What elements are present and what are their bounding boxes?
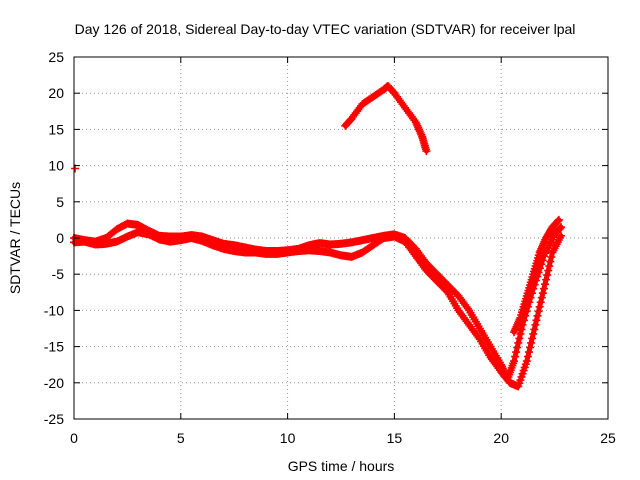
marker-trace-a-46-6	[555, 224, 564, 233]
marker-trace-b-43-6	[529, 329, 538, 338]
marker-trace-b-45-3	[543, 271, 552, 280]
marker-trace-b-45-7	[547, 253, 556, 262]
marker-trace-c-8-1	[412, 119, 421, 128]
y-tick-label-0: -25	[44, 411, 64, 427]
marker-trace-b-43-5	[528, 334, 537, 343]
series-trace-b-line	[71, 229, 564, 389]
y-tick-label-9: 20	[48, 85, 64, 101]
marker-trace-b-44-0	[531, 320, 540, 329]
y-tick-label-10: 25	[48, 49, 64, 65]
marker-trace-b-43-7	[530, 325, 539, 334]
marker-trace-b-43-3	[526, 343, 535, 352]
marker-trace-c-8-3	[414, 123, 423, 132]
y-axis-label: SDTVAR / TECUs	[7, 182, 23, 294]
marker-trace-d-6-7	[554, 216, 563, 225]
marker-trace-d-0-1	[510, 326, 519, 335]
x-tick-label-1: 5	[177, 430, 185, 446]
marker-trace-d-0-2	[511, 324, 520, 333]
marker-trace-a-42-5	[515, 334, 524, 343]
marker-trace-d-4-1	[536, 246, 545, 255]
marker-trace-b-44-4	[535, 302, 544, 311]
marker-trace-b-43-4	[527, 338, 536, 347]
marker-trace-c-10-0	[422, 147, 431, 156]
y-tick-label-6: 5	[56, 194, 64, 210]
marker-trace-d-0-4	[513, 320, 522, 329]
x-tick-label-0: 0	[70, 430, 78, 446]
marker-trace-a-42-3	[513, 343, 522, 352]
marker-trace-b-43-2	[524, 348, 533, 357]
y-tick-label-7: 10	[48, 158, 64, 174]
marker-trace-a-42-2	[512, 348, 521, 357]
y-tick-label-2: -15	[44, 339, 64, 355]
marker-trace-b-43-0	[522, 357, 531, 366]
marker-trace-b-44-3	[534, 307, 543, 316]
marker-trace-c-8-5	[415, 127, 424, 136]
marker-trace-b-43-1	[523, 352, 532, 361]
marker-trace-a-46-7	[556, 224, 565, 233]
axis-ticks: 0 5 10 15 20 25 -25 -20 -15 -10 -5 0 5 10 15 20 25	[44, 49, 616, 446]
x-axis-label: GPS time / hours	[288, 458, 395, 474]
marker-trace-d-4-3	[538, 243, 547, 252]
data-markers	[70, 81, 566, 391]
marker-trace-a-47-0	[557, 223, 566, 232]
marker-trace-b-45-1	[540, 280, 549, 289]
marker-trace-b-44-2	[533, 311, 542, 320]
marker-trace-b-45-0	[539, 284, 548, 293]
marker-trace-b-44-5	[536, 298, 545, 307]
marker-trace-b-47-0	[557, 231, 566, 240]
marker-trace-c-8-4	[414, 125, 423, 134]
x-tick-label-5: 25	[600, 430, 616, 446]
y-tick-label-3: -10	[44, 302, 64, 318]
marker-trace-d-4-4	[538, 241, 547, 250]
marker-trace-d-7-0	[554, 215, 563, 224]
marker-trace-d-0-6	[514, 317, 523, 326]
marker-trace-d-0-7	[515, 315, 524, 324]
marker-trace-b-44-6	[537, 293, 546, 302]
marker-trace-a-42-0	[510, 357, 519, 366]
marker-trace-c-8-6	[416, 129, 425, 138]
y-tick-label-4: -5	[52, 266, 65, 282]
x-tick-label-3: 15	[387, 430, 403, 446]
x-tick-label-4: 20	[493, 430, 509, 446]
marker-trace-b-45-6	[546, 257, 555, 266]
marker-trace-d-0-0	[510, 328, 519, 337]
y-tick-label-5: 0	[56, 230, 64, 246]
marker-trace-a-42-4	[514, 338, 523, 347]
marker-trace-d-0-5	[514, 319, 523, 328]
y-tick-label-1: -20	[44, 375, 64, 391]
marker-trace-d-4-2	[537, 244, 546, 253]
marker-trace-b-44-7	[538, 289, 547, 298]
marker-trace-d-4-5	[539, 239, 548, 248]
marker-trace-d-4-6	[540, 237, 549, 246]
marker-trace-b-44-1	[532, 316, 541, 325]
marker-trace-c-8-2	[413, 121, 422, 130]
marker-trace-c-8-0	[411, 118, 420, 127]
marker-trace-d-4-0	[535, 248, 544, 257]
marker-trace-a-42-1	[511, 352, 520, 361]
marker-trace-d-6-6	[553, 217, 562, 226]
marker-trace-a-42-7	[517, 325, 526, 334]
marker-trace-d-0-3	[512, 322, 521, 331]
x-tick-label-2: 10	[280, 430, 296, 446]
marker-trace-c-8-7	[417, 130, 426, 139]
marker-trace-b-37-7	[474, 333, 483, 342]
marker-trace-a-36-7	[463, 304, 472, 313]
marker-trace-b-45-2	[542, 275, 551, 284]
marker-trace-a-42-6	[516, 329, 525, 338]
marker-trace-b-45-5	[545, 262, 554, 271]
y-tick-label-8: 15	[48, 121, 64, 137]
marker-trace-b-45-4	[544, 266, 553, 275]
chart-title: Day 126 of 2018, Sidereal Day-to-day VTE…	[75, 21, 576, 37]
